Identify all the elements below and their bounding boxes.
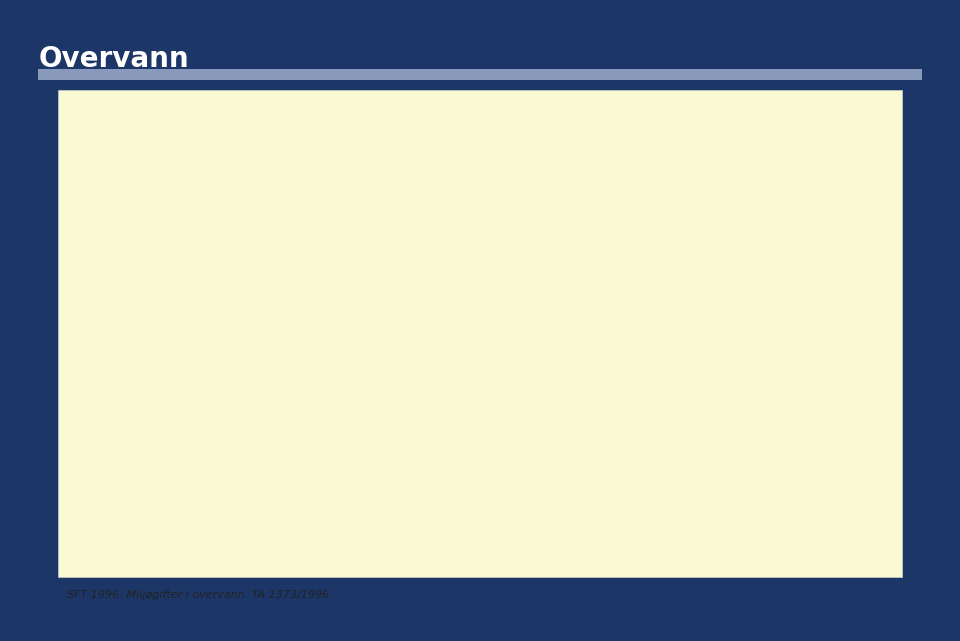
- Text: 120: 120: [774, 372, 795, 382]
- Bar: [230, 204, 257, 217]
- Bar: [230, 190, 278, 202]
- Bar: [230, 141, 332, 154]
- Bar: [230, 384, 300, 397]
- Bar: [230, 433, 317, 445]
- Bar: [230, 510, 257, 522]
- Bar: [230, 287, 247, 299]
- Bar: [230, 495, 247, 508]
- Bar: [230, 398, 284, 411]
- Bar: [230, 447, 386, 460]
- Bar: [230, 238, 274, 251]
- Bar: [230, 481, 247, 494]
- Bar: [230, 267, 311, 279]
- Bar: [230, 170, 397, 183]
- Text: 190: 190: [774, 358, 795, 367]
- Bar: [230, 364, 768, 377]
- Text: Overvann: Overvann: [38, 45, 189, 73]
- Title: Innhold i overvann sammenliknet med sigevann: Innhold i overvann sammenliknet med sige…: [300, 96, 698, 111]
- Bar: [230, 155, 284, 168]
- Bar: [230, 335, 402, 348]
- Bar: [230, 315, 278, 328]
- Text: 182: 182: [774, 469, 795, 479]
- Text: SFT 1996: Miljøgifter i overvann. TA 1373/1996.: SFT 1996: Miljøgifter i overvann. TA 137…: [67, 590, 333, 600]
- Bar: [230, 219, 311, 231]
- Bar: [230, 253, 278, 265]
- Bar: [230, 462, 768, 474]
- Bar: [230, 301, 252, 314]
- Bar: [230, 413, 338, 426]
- Bar: [230, 349, 768, 362]
